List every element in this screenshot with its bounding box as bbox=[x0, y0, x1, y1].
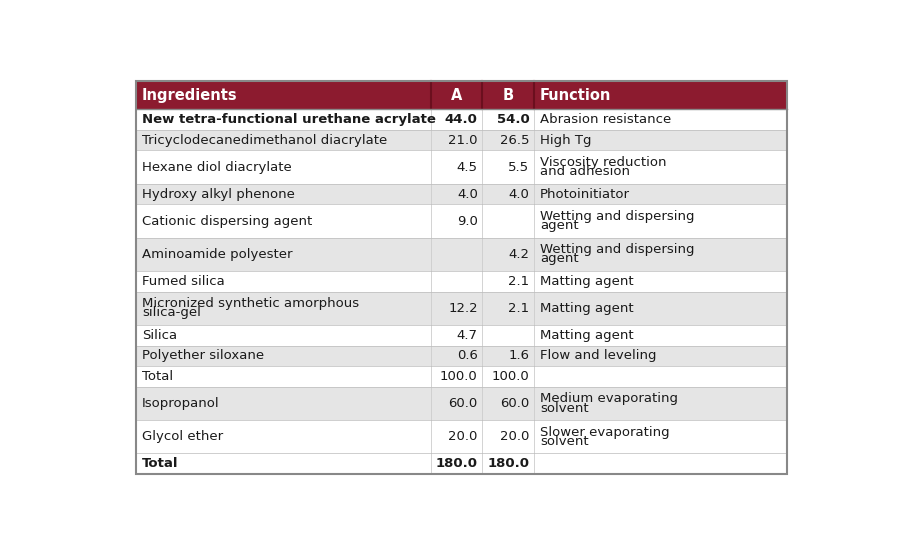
Text: Matting agent: Matting agent bbox=[540, 275, 634, 288]
Text: Wetting and dispersing: Wetting and dispersing bbox=[540, 243, 695, 256]
Text: 20.0: 20.0 bbox=[448, 430, 478, 443]
Text: Abrasion resistance: Abrasion resistance bbox=[540, 113, 671, 126]
Text: Slower evaporating: Slower evaporating bbox=[540, 426, 670, 439]
Text: 4.5: 4.5 bbox=[457, 161, 478, 174]
Text: Glycol ether: Glycol ether bbox=[142, 430, 223, 443]
Text: 26.5: 26.5 bbox=[500, 134, 529, 147]
Bar bbox=[136, 325, 787, 345]
Text: solvent: solvent bbox=[540, 435, 589, 448]
Text: Cationic dispersing agent: Cationic dispersing agent bbox=[142, 214, 312, 228]
Text: Matting agent: Matting agent bbox=[540, 302, 634, 315]
Text: silica-gel: silica-gel bbox=[142, 306, 201, 320]
Text: B: B bbox=[502, 88, 514, 103]
Bar bbox=[136, 130, 787, 150]
Text: 4.0: 4.0 bbox=[508, 188, 529, 201]
Bar bbox=[136, 150, 787, 184]
Text: 4.0: 4.0 bbox=[457, 188, 478, 201]
Text: 2.1: 2.1 bbox=[508, 302, 529, 315]
Text: 4.7: 4.7 bbox=[457, 329, 478, 342]
Bar bbox=[136, 420, 787, 453]
Text: Hexane diol diacrylate: Hexane diol diacrylate bbox=[142, 161, 292, 174]
Text: 60.0: 60.0 bbox=[500, 397, 529, 410]
Text: 4.2: 4.2 bbox=[508, 248, 529, 261]
Text: 44.0: 44.0 bbox=[445, 113, 478, 126]
Text: solvent: solvent bbox=[540, 402, 589, 415]
Text: 0.6: 0.6 bbox=[457, 349, 478, 362]
Bar bbox=[136, 184, 787, 205]
Bar bbox=[136, 387, 787, 420]
Text: Flow and leveling: Flow and leveling bbox=[540, 349, 657, 362]
Text: A: A bbox=[451, 88, 463, 103]
Text: Fumed silica: Fumed silica bbox=[142, 275, 225, 288]
Text: 180.0: 180.0 bbox=[487, 457, 529, 470]
Text: agent: agent bbox=[540, 219, 579, 232]
Text: Hydroxy alkyl phenone: Hydroxy alkyl phenone bbox=[142, 188, 295, 201]
Text: Polyether siloxane: Polyether siloxane bbox=[142, 349, 264, 362]
Text: Ingredients: Ingredients bbox=[142, 88, 238, 103]
Text: Isopropanol: Isopropanol bbox=[142, 397, 220, 410]
Text: Micronized synthetic amorphous: Micronized synthetic amorphous bbox=[142, 297, 359, 310]
Text: 20.0: 20.0 bbox=[500, 430, 529, 443]
Text: Medium evaporating: Medium evaporating bbox=[540, 392, 678, 405]
Bar bbox=[136, 205, 787, 238]
Bar bbox=[136, 345, 787, 366]
Text: Function: Function bbox=[540, 88, 611, 103]
Bar bbox=[136, 271, 787, 292]
Text: Tricyclodecanedimethanol diacrylate: Tricyclodecanedimethanol diacrylate bbox=[142, 134, 387, 147]
Text: and adhesion: and adhesion bbox=[540, 165, 630, 178]
Text: Photoinitiator: Photoinitiator bbox=[540, 188, 630, 201]
Bar bbox=[136, 238, 787, 271]
Bar bbox=[136, 453, 787, 474]
Text: Wetting and dispersing: Wetting and dispersing bbox=[540, 210, 695, 223]
Text: Aminoamide polyester: Aminoamide polyester bbox=[142, 248, 292, 261]
Text: High Tg: High Tg bbox=[540, 134, 591, 147]
Text: Total: Total bbox=[142, 457, 178, 470]
Text: 60.0: 60.0 bbox=[448, 397, 478, 410]
Text: Viscosity reduction: Viscosity reduction bbox=[540, 156, 667, 169]
Text: 2.1: 2.1 bbox=[508, 275, 529, 288]
Text: Silica: Silica bbox=[142, 329, 177, 342]
Text: 5.5: 5.5 bbox=[508, 161, 529, 174]
Text: 100.0: 100.0 bbox=[491, 370, 529, 383]
Text: 100.0: 100.0 bbox=[440, 370, 478, 383]
Text: Matting agent: Matting agent bbox=[540, 329, 634, 342]
Bar bbox=[136, 292, 787, 325]
Text: 21.0: 21.0 bbox=[448, 134, 478, 147]
Text: New tetra-functional urethane acrylate: New tetra-functional urethane acrylate bbox=[142, 113, 436, 126]
Text: agent: agent bbox=[540, 252, 579, 266]
Bar bbox=[136, 366, 787, 387]
Text: Total: Total bbox=[142, 370, 173, 383]
Bar bbox=[136, 109, 787, 130]
Bar bbox=[136, 81, 787, 109]
Text: 180.0: 180.0 bbox=[436, 457, 478, 470]
Text: 12.2: 12.2 bbox=[448, 302, 478, 315]
Text: 54.0: 54.0 bbox=[497, 113, 529, 126]
Text: 1.6: 1.6 bbox=[508, 349, 529, 362]
Text: 9.0: 9.0 bbox=[457, 214, 478, 228]
